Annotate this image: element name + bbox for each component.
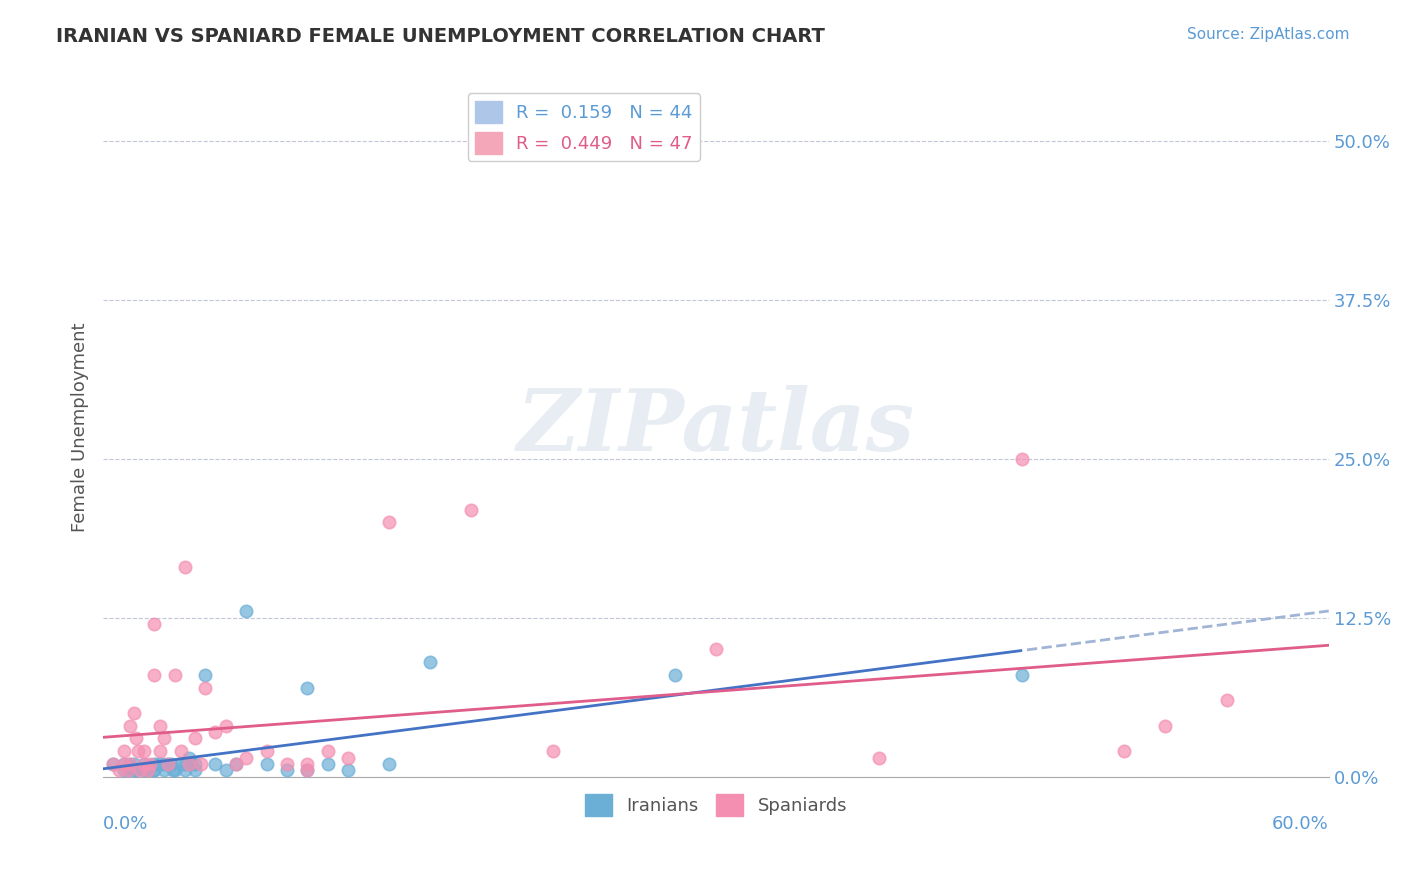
Point xyxy=(103,756,125,771)
Point xyxy=(162,764,184,778)
Point xyxy=(173,756,195,771)
Point xyxy=(153,756,176,771)
Point xyxy=(136,764,159,778)
Point xyxy=(112,764,135,778)
Point xyxy=(1011,451,1033,466)
Point xyxy=(148,756,170,771)
Point xyxy=(704,642,727,657)
Point xyxy=(1154,719,1177,733)
Point xyxy=(143,764,166,778)
Y-axis label: Female Unemployment: Female Unemployment xyxy=(72,322,89,532)
Point xyxy=(276,764,298,778)
Point xyxy=(117,764,139,778)
Point xyxy=(297,764,319,778)
Point xyxy=(122,706,145,720)
Point xyxy=(316,744,339,758)
Point xyxy=(125,764,148,778)
Point xyxy=(1011,668,1033,682)
Point xyxy=(163,668,186,682)
Point xyxy=(204,725,226,739)
Point xyxy=(149,719,172,733)
Point xyxy=(132,756,155,771)
Point xyxy=(215,764,238,778)
Point xyxy=(170,744,193,758)
Point xyxy=(153,764,176,778)
Point xyxy=(122,756,145,771)
Text: IRANIAN VS SPANIARD FEMALE UNEMPLOYMENT CORRELATION CHART: IRANIAN VS SPANIARD FEMALE UNEMPLOYMENT … xyxy=(56,27,825,45)
Point xyxy=(194,681,217,695)
Point xyxy=(235,604,257,618)
Point xyxy=(117,764,139,778)
Point xyxy=(184,756,207,771)
Point xyxy=(112,756,135,771)
Point xyxy=(139,756,162,771)
Point xyxy=(419,655,441,669)
Point xyxy=(184,731,207,746)
Text: Source: ZipAtlas.com: Source: ZipAtlas.com xyxy=(1187,27,1350,42)
Point xyxy=(125,731,148,746)
Point xyxy=(112,756,135,771)
Point xyxy=(157,756,180,771)
Point xyxy=(163,764,186,778)
Point xyxy=(108,764,131,778)
Point xyxy=(215,719,238,733)
Text: 0.0%: 0.0% xyxy=(103,815,149,833)
Point xyxy=(129,764,152,778)
Point xyxy=(316,756,339,771)
Point xyxy=(194,668,217,682)
Point xyxy=(157,756,180,771)
Point xyxy=(149,756,172,771)
Point xyxy=(297,681,319,695)
Point xyxy=(190,756,212,771)
Point xyxy=(118,756,141,771)
Point xyxy=(177,750,200,764)
Point xyxy=(143,764,166,778)
Point xyxy=(118,719,141,733)
Point xyxy=(541,744,564,758)
Point xyxy=(1114,744,1136,758)
Point xyxy=(177,756,200,771)
Point xyxy=(378,516,401,530)
Point xyxy=(204,756,226,771)
Point xyxy=(143,668,166,682)
Point xyxy=(143,617,166,632)
Point xyxy=(112,744,135,758)
Point xyxy=(378,756,401,771)
Text: 60.0%: 60.0% xyxy=(1272,815,1329,833)
Point xyxy=(132,756,155,771)
Point xyxy=(136,764,159,778)
Point xyxy=(337,764,360,778)
Point xyxy=(103,756,125,771)
Point xyxy=(170,756,193,771)
Point xyxy=(132,764,155,778)
Legend: Iranians, Spaniards: Iranians, Spaniards xyxy=(578,787,855,823)
Point xyxy=(173,764,195,778)
Point xyxy=(122,764,145,778)
Point xyxy=(276,756,298,771)
Point xyxy=(235,750,257,764)
Point xyxy=(132,744,155,758)
Point xyxy=(1215,693,1237,707)
Point xyxy=(149,744,172,758)
Point xyxy=(256,744,278,758)
Point xyxy=(143,756,166,771)
Point xyxy=(225,756,247,771)
Point xyxy=(159,756,181,771)
Point xyxy=(868,750,890,764)
Point xyxy=(173,560,195,574)
Point xyxy=(225,756,247,771)
Point xyxy=(664,668,686,682)
Point xyxy=(118,756,141,771)
Point xyxy=(153,731,176,746)
Point xyxy=(297,764,319,778)
Point xyxy=(127,744,149,758)
Point xyxy=(297,756,319,771)
Point xyxy=(256,756,278,771)
Point xyxy=(460,502,482,516)
Point xyxy=(180,756,202,771)
Point xyxy=(184,764,207,778)
Text: ZIPatlas: ZIPatlas xyxy=(517,385,915,469)
Point xyxy=(337,750,360,764)
